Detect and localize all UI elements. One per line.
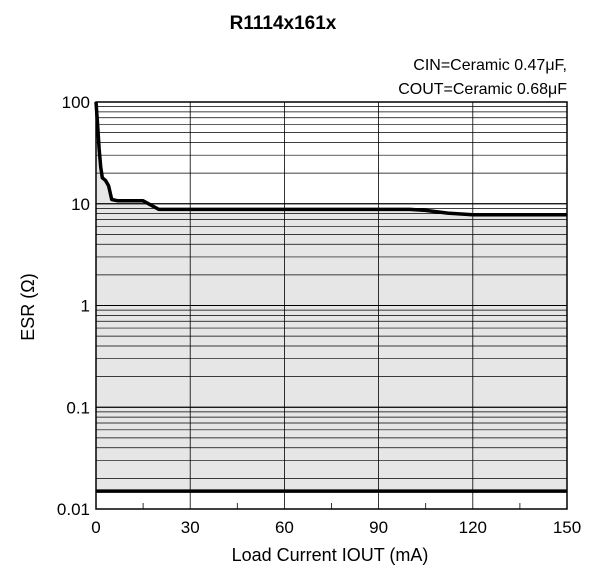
- x-tick-label: 90: [369, 518, 388, 537]
- plot-frame: [95, 101, 568, 510]
- y-tick-label: 1: [81, 297, 90, 316]
- x-tick-label: 30: [181, 518, 200, 537]
- annotation-line-1: CIN=Ceramic 0.47μF,: [413, 57, 567, 74]
- stable-region: [96, 102, 567, 492]
- annotation-line-2: COUT=Ceramic 0.68μF: [398, 81, 567, 98]
- stable-region-fill: [96, 102, 567, 492]
- chart-title: R1114x161x: [230, 13, 337, 34]
- x-axis-label: Load Current IOUT (mA): [232, 545, 429, 565]
- x-tick-label: 0: [91, 518, 100, 537]
- y-tick-label: 100: [62, 93, 90, 112]
- y-tick-label: 10: [71, 195, 90, 214]
- x-tick-label: 60: [275, 518, 294, 537]
- y-axis-label: ESR (Ω): [18, 273, 38, 340]
- x-tick-labels: 0 30 60 90 120 150: [91, 518, 581, 537]
- y-tick-labels: 0.01 0.1 1 10 100: [57, 93, 90, 519]
- upper-esr-boundary-line: [94, 101, 567, 217]
- x-tick-label: 150: [553, 518, 581, 537]
- y-tick-label: 0.1: [66, 398, 90, 417]
- y-tick-label: 0.01: [57, 500, 90, 519]
- x-tick-label: 120: [459, 518, 487, 537]
- series-lines: [94, 101, 567, 493]
- grid-lines: [96, 101, 567, 510]
